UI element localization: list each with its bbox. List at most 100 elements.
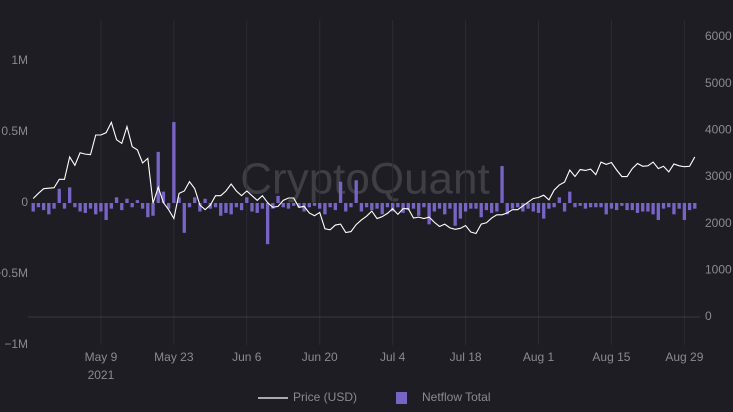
bar [109, 203, 114, 209]
bar [432, 203, 436, 212]
bar [41, 203, 46, 211]
bar [422, 203, 426, 208]
bar [677, 203, 681, 209]
bar [260, 203, 265, 209]
price-line [32, 120, 696, 235]
bar [62, 203, 67, 209]
bar [620, 203, 624, 206]
bar [630, 203, 634, 211]
y2-tick-label: 2000 [705, 216, 732, 230]
bar [219, 203, 223, 216]
bar [458, 203, 463, 219]
bar [510, 203, 515, 209]
bar [161, 191, 166, 203]
y2-tick-label: 6000 [705, 29, 732, 43]
bar [583, 203, 588, 209]
bar [271, 203, 275, 209]
bar [427, 203, 431, 225]
bar [156, 151, 160, 203]
bar [547, 203, 551, 209]
bar [396, 203, 400, 208]
bar [526, 203, 530, 209]
x-tick-label: May 23 [154, 350, 194, 364]
bar [88, 203, 93, 209]
bar [323, 203, 327, 215]
bar [94, 203, 98, 215]
bar [573, 203, 577, 208]
bar [693, 203, 697, 209]
bar [667, 203, 671, 208]
bar [625, 203, 629, 211]
bar [31, 203, 35, 212]
bar [172, 122, 176, 203]
bar [682, 203, 687, 221]
bar [333, 203, 338, 211]
bar [469, 203, 473, 209]
bar [448, 203, 452, 209]
x-tick-label: Jun 20 [302, 350, 338, 364]
legend-swatch [396, 392, 407, 404]
bar [68, 187, 72, 203]
bar [364, 203, 369, 208]
bar [609, 203, 614, 209]
bar [385, 203, 390, 208]
bar [411, 203, 416, 209]
bar [166, 203, 171, 209]
bar [484, 203, 489, 211]
x-tick-label: Aug 15 [592, 350, 630, 364]
bar [99, 203, 103, 212]
bar [604, 203, 608, 215]
bar [380, 203, 384, 215]
bar [245, 197, 249, 203]
bar [312, 203, 317, 206]
bar [443, 203, 447, 215]
bar [182, 203, 186, 233]
bar [453, 203, 457, 226]
x-tick-label: May 9 [85, 350, 118, 364]
bar [198, 203, 202, 212]
bar [390, 203, 395, 212]
bar [36, 203, 41, 208]
bar [635, 203, 640, 213]
bar [354, 180, 358, 203]
bar [265, 203, 270, 245]
bar [646, 203, 650, 212]
y-tick-label: 0 [21, 195, 28, 209]
bar [349, 203, 353, 208]
bar [614, 203, 619, 211]
y2-tick-label: 5000 [705, 76, 732, 90]
bar [250, 203, 254, 212]
x-tick-label: Jun 6 [232, 350, 262, 364]
bar [641, 203, 645, 212]
bar [47, 203, 51, 215]
bar [114, 197, 119, 203]
bar [130, 203, 134, 208]
bar [542, 203, 546, 219]
bar [239, 203, 244, 211]
bar [120, 203, 124, 211]
bar [146, 203, 150, 218]
bar [489, 203, 494, 213]
bar [151, 203, 155, 216]
legend-label: Netflow Total [422, 390, 490, 404]
x-tick-label: Aug 1 [523, 350, 555, 364]
bar [375, 203, 379, 209]
watermark: CryptoQuant [240, 155, 489, 204]
bar [307, 203, 311, 208]
bar [255, 203, 259, 213]
y2-tick-label: 0 [705, 309, 712, 323]
bar [83, 203, 87, 213]
bar [208, 203, 212, 209]
bar [203, 198, 207, 203]
bar [406, 203, 410, 211]
y2-tick-label: 1000 [705, 263, 732, 277]
bar [78, 203, 82, 212]
bar [495, 203, 499, 212]
bar [73, 203, 77, 208]
bar [656, 203, 660, 221]
bar [292, 203, 296, 206]
bar [359, 203, 364, 212]
bar [536, 203, 541, 213]
bar [140, 203, 145, 209]
y2-tick-label: 3000 [705, 169, 732, 183]
